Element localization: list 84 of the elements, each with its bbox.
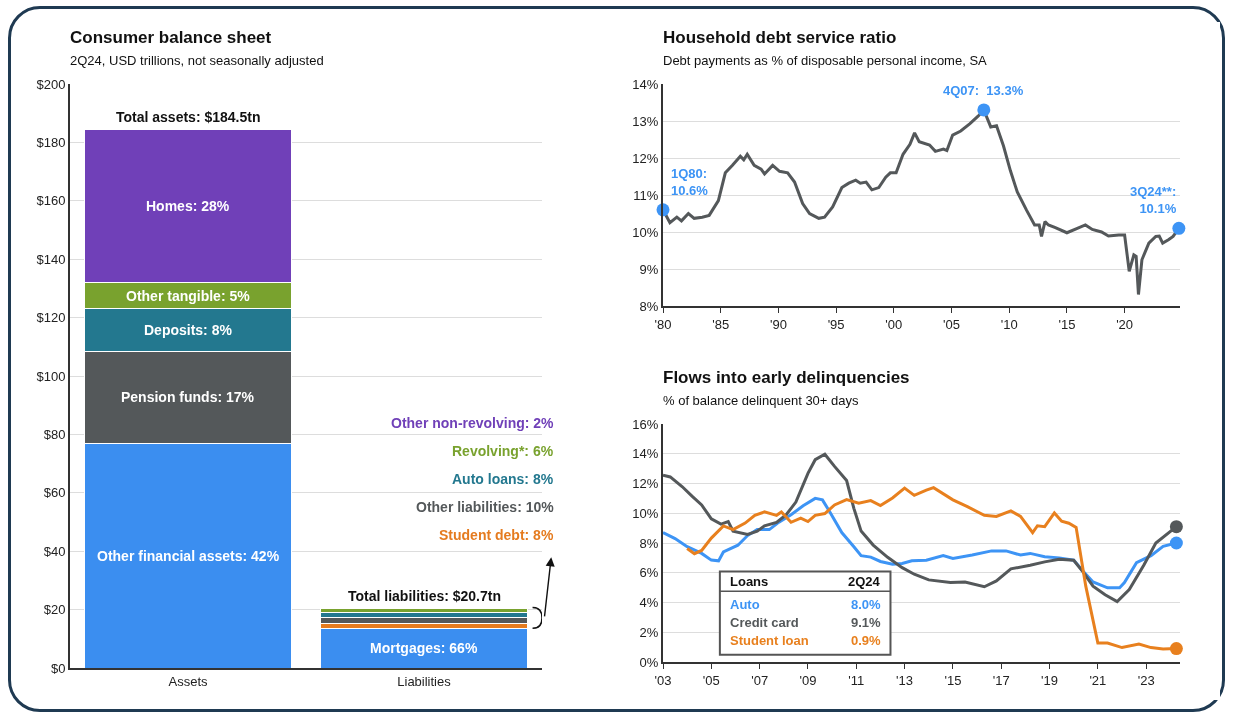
y-tick-label: $100 xyxy=(36,368,66,384)
annotation: 1Q80: 10.6% xyxy=(671,166,709,198)
point xyxy=(1172,221,1186,235)
x-tick-label: '05 xyxy=(943,316,960,332)
annotation: 9.1% xyxy=(851,615,882,630)
total-label: Total liabilities: $20.7tn xyxy=(348,588,502,604)
x-tick-label: '07 xyxy=(751,672,769,688)
y-tick-label: $80 xyxy=(43,426,66,442)
annotation: Other non-revolving: 2% xyxy=(391,415,555,431)
y-tick-label: 9% xyxy=(639,261,659,277)
y-tick-label: 10% xyxy=(632,505,659,521)
y-tick-label: 8% xyxy=(639,535,659,551)
y-tick-label: 2% xyxy=(639,624,659,640)
y-tick-label: $60 xyxy=(43,485,66,501)
total-label: Total assets: $184.5tn xyxy=(116,109,261,125)
annotation: Homes: 28% xyxy=(146,198,230,214)
y-tick-label: 13% xyxy=(632,113,659,129)
x-tick-label: '09 xyxy=(799,672,817,688)
annotation: Other financial assets: 42% xyxy=(97,548,280,564)
y-tick-label: 14% xyxy=(632,76,659,92)
x-tick-label: '15 xyxy=(1058,316,1076,332)
chart-title: Household debt service ratio xyxy=(663,28,897,48)
annotation: Revolving*: 6% xyxy=(452,443,554,459)
y-tick-label: $120 xyxy=(36,310,66,326)
x-tick-label: '03 xyxy=(654,672,672,688)
annotation: Mortgages: 66% xyxy=(370,640,478,656)
point xyxy=(1169,536,1183,550)
point xyxy=(1169,642,1183,656)
x-tick-label: '85 xyxy=(712,316,730,332)
x-tick-label: '17 xyxy=(992,672,1010,688)
chart-subtitle: Debt payments as % of disposable personal income, SA xyxy=(663,53,988,69)
x-tick-label: '11 xyxy=(848,672,865,688)
x-tick-label: '00 xyxy=(885,316,903,332)
text: Credit card xyxy=(730,615,799,630)
x-tick-label: '05 xyxy=(702,672,720,688)
y-tick-label: 0% xyxy=(639,654,659,670)
y-tick-label: 10% xyxy=(632,224,659,240)
x-tick-label: '13 xyxy=(896,672,914,688)
y-tick-label: 4% xyxy=(639,595,659,611)
annotation: 0.9% xyxy=(851,633,882,648)
y-tick-label: $40 xyxy=(43,543,66,559)
y-tick-label: $160 xyxy=(36,193,66,209)
x-tick-label: '23 xyxy=(1137,672,1155,688)
point xyxy=(1169,520,1183,534)
x-tick-label: '90 xyxy=(769,316,787,332)
x-tick-label: '21 xyxy=(1089,672,1107,688)
chart-subtitle: % of balance delinquent 30+ days xyxy=(663,393,860,409)
text: Auto xyxy=(730,597,760,612)
y-tick-label: 6% xyxy=(639,565,659,581)
chart-title: Flows into early delinquencies xyxy=(663,368,910,388)
x-tick-label: '95 xyxy=(827,316,845,332)
annotation: 2Q24 xyxy=(848,574,881,589)
text: Student loan xyxy=(730,633,809,648)
y-tick-label: $180 xyxy=(36,134,66,150)
x-tick-label: Liabilities xyxy=(397,673,452,689)
y-tick-label: 12% xyxy=(632,476,659,492)
legend-title: Loans xyxy=(730,574,769,589)
y-tick-label: $0 xyxy=(50,660,66,676)
x-tick-label: '19 xyxy=(1041,672,1059,688)
y-tick-label: 14% xyxy=(632,446,659,462)
y-tick-label: 11% xyxy=(633,187,659,203)
y-tick-label: $140 xyxy=(36,251,66,267)
y-tick-label: 12% xyxy=(632,150,659,166)
annotation: Student debt: 8% xyxy=(439,527,554,543)
x-tick-label: Assets xyxy=(168,673,208,689)
x-tick-label: '80 xyxy=(654,316,672,332)
y-tick-label: $20 xyxy=(43,602,66,618)
x-tick-label: '15 xyxy=(944,672,962,688)
annotation: 3Q24**: 10.1% xyxy=(1130,184,1177,216)
x-tick-label: '20 xyxy=(1116,316,1134,332)
chart-subtitle: 2Q24, USD trillions, not seasonally adjusted xyxy=(70,53,324,69)
annotation: Other tangible: 5% xyxy=(126,288,251,304)
y-tick-label: 8% xyxy=(639,298,659,314)
annotation: Other liabilities: 10% xyxy=(416,499,555,515)
annotation: 4Q07: 13.3% xyxy=(943,83,1024,98)
point xyxy=(977,103,991,117)
annotation: Auto loans: 8% xyxy=(452,471,554,487)
y-tick-label: $200 xyxy=(36,76,66,92)
y-tick-label: 16% xyxy=(632,416,659,432)
annotation: Deposits: 8% xyxy=(144,322,233,338)
x-tick-label: '10 xyxy=(1000,316,1018,332)
annotation: Pension funds: 17% xyxy=(121,389,255,405)
chart-title: Consumer balance sheet xyxy=(70,28,272,48)
annotation: 8.0% xyxy=(851,597,882,612)
